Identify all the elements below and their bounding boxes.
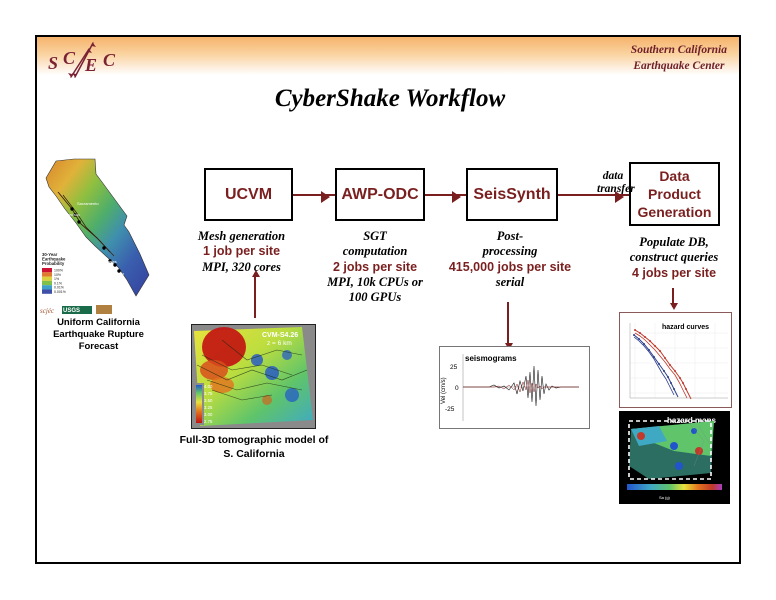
svg-text:Probability: Probability xyxy=(42,261,65,266)
svg-text:E: E xyxy=(84,55,97,75)
svg-text:z = 6 km: z = 6 km xyxy=(267,340,292,347)
svg-text:Vel (cm/s): Vel (cm/s) xyxy=(441,377,447,404)
svg-text:3.25: 3.25 xyxy=(204,405,213,410)
svg-text:Los Angeles: Los Angeles xyxy=(95,259,117,264)
svg-text:C: C xyxy=(63,48,76,68)
svg-text:0: 0 xyxy=(455,385,459,392)
svg-text:San Francisco: San Francisco xyxy=(56,213,80,217)
svg-text:2.75: 2.75 xyxy=(204,419,213,424)
svg-text:hazard curves: hazard curves xyxy=(662,324,709,331)
svg-text:scjéc: scjéc xyxy=(40,307,55,315)
svg-text:3.50: 3.50 xyxy=(204,398,213,403)
svg-text:3.00: 3.00 xyxy=(204,412,213,417)
svg-text:3.75: 3.75 xyxy=(204,391,213,396)
svg-text:4.00: 4.00 xyxy=(204,384,213,389)
svg-text:Sa (g): Sa (g) xyxy=(659,495,671,500)
svg-text:C: C xyxy=(103,50,116,70)
svg-text:S: S xyxy=(48,53,58,73)
svg-text:Sacramento: Sacramento xyxy=(77,201,99,206)
svg-text:25: 25 xyxy=(450,364,458,371)
svg-text:0.001%: 0.001% xyxy=(54,290,66,294)
svg-text:seismograms: seismograms xyxy=(465,354,517,363)
svg-text:San Diego: San Diego xyxy=(107,272,124,276)
svg-text:USGS: USGS xyxy=(63,308,80,314)
svg-text:CVM-S4.26: CVM-S4.26 xyxy=(262,332,298,339)
svg-text:-25: -25 xyxy=(445,406,455,413)
